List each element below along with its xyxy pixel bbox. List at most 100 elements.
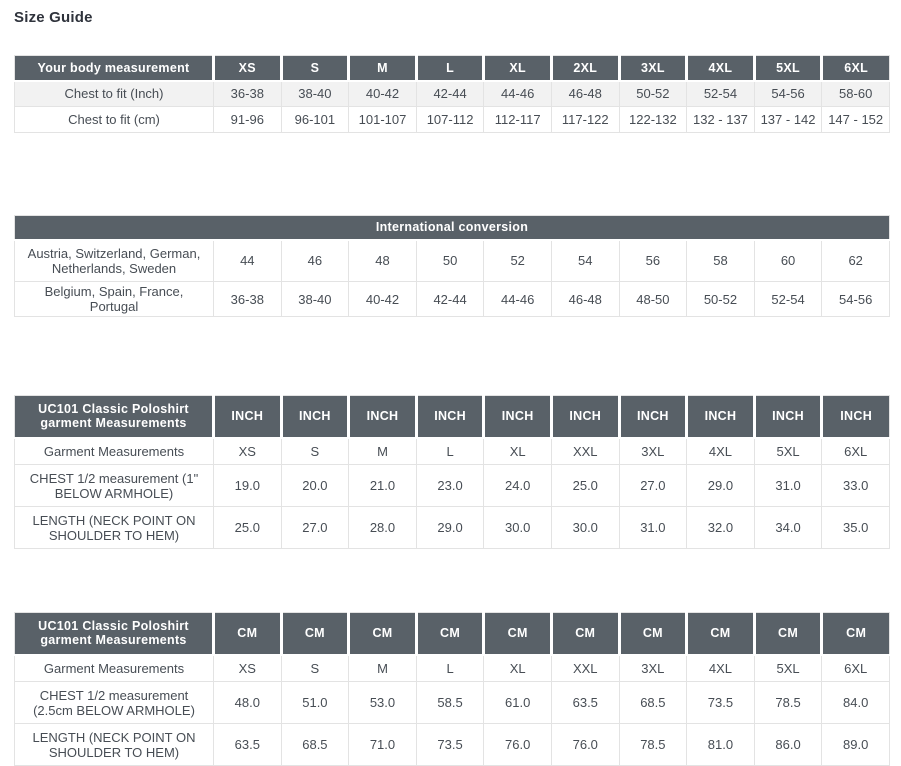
cell-value: 46-48 [550,80,620,107]
cell-value: 78.5 [618,723,688,766]
table-row: Chest to fit (cm) 91-96 96-101 101-107 107-1… [14,106,890,133]
cell-value: 51.0 [280,681,350,724]
cell-value: 21.0 [348,464,417,507]
table-row: Garment Measurements XS S M L XL XXL 3XL 4XL 5XL 6… [14,654,890,682]
cell-value: 32.0 [686,506,755,549]
cell-value: 137 - 142 [753,106,823,133]
cell-value: XL [483,654,552,682]
column-header: INCH [414,395,484,439]
cell-value: 53.0 [348,681,417,724]
cell-value: 25.0 [213,506,282,549]
row-label: LENGTH (NECK POINT ON SHOULDER TO HEM) [14,723,214,766]
column-header: INCH [549,395,620,439]
cell-value: 42-44 [415,80,485,107]
cell-value: 54 [550,239,620,282]
cell-value: 71.0 [348,723,417,766]
cell-value: 27.0 [618,464,688,507]
cell-value: 4XL [686,437,755,465]
cell-value: 44 [213,239,282,282]
table-title-cell: UC101 Classic Poloshirt garment Measurem… [14,612,214,656]
cell-value: 4XL [686,654,755,682]
column-header: XS [212,55,282,82]
international-conversion-table: International conversion Austria, Switzer… [14,215,890,317]
cell-value: 78.5 [753,681,823,724]
cell-value: 60 [753,239,823,282]
column-header: S [279,55,349,82]
cell-value: 76.0 [550,723,620,766]
cell-value: 48.0 [213,681,282,724]
cell-value: XS [213,654,282,682]
column-header: CM [347,612,417,656]
row-label: CHEST 1/2 measurement (1" BELOW ARMHOLE) [14,464,214,507]
row-label: CHEST 1/2 measurement (2.5cm BELOW ARMHO… [14,681,214,724]
cell-value: 29.0 [686,464,755,507]
cell-value: 76.0 [483,723,552,766]
cell-value: 52-54 [686,80,755,107]
cell-value: 56 [618,239,688,282]
row-label: Garment Measurements [14,437,214,465]
column-header: XL [482,55,552,82]
table-header-row: International conversion [14,215,890,241]
column-header: L [414,55,484,82]
column-header: INCH [685,395,755,439]
table-title-cell: Your body measurement [14,55,214,82]
table-row: Belgium, Spain, France, Portugal 36-38 38-… [14,281,890,317]
table-row: CHEST 1/2 measurement (1" BELOW ARMHOLE)… [14,464,890,507]
cell-value: 63.5 [550,681,620,724]
table-row: Austria, Switzerland, German, Netherland… [14,239,890,282]
cell-value: 52 [483,239,552,282]
cell-value: 50-52 [686,281,755,317]
cell-value: 6XL [821,654,890,682]
column-header: INCH [212,395,282,439]
cell-value: 62 [821,239,890,282]
column-header: 4XL [685,55,755,82]
column-header: 6XL [820,55,890,82]
cell-value: 44-46 [483,281,552,317]
cell-value: XXL [550,654,620,682]
table-row: LENGTH (NECK POINT ON SHOULDER TO HEM) 63… [14,723,890,766]
cell-value: 34.0 [753,506,823,549]
column-header: M [347,55,417,82]
cell-value: 96-101 [280,106,350,133]
column-header: CM [752,612,822,656]
cell-value: 147 - 152 [821,106,890,133]
column-header: CM [279,612,349,656]
cell-value: L [415,437,485,465]
cell-value: 46 [280,239,350,282]
cell-value: 54-56 [821,281,890,317]
column-header: INCH [820,395,890,439]
column-header: CM [414,612,484,656]
cell-value: 33.0 [821,464,890,507]
body-measurement-table: Your body measurement XS S M L XL 2XL 3XL 4XL 5XL… [14,55,890,133]
cell-value: 31.0 [618,506,688,549]
cell-value: 44-46 [483,80,552,107]
cell-value: 36-38 [213,281,282,317]
cell-value: 6XL [821,437,890,465]
cell-value: XL [483,437,552,465]
cell-value: 36-38 [213,80,282,107]
table-title-cell: International conversion [14,215,890,241]
cell-value: 58-60 [821,80,890,107]
column-header: CM [482,612,552,656]
cell-value: 5XL [753,654,823,682]
table-row: Chest to fit (Inch) 36-38 38-40 40-42 42-44 4… [14,80,890,107]
table-header-row: Your body measurement XS S M L XL 2XL 3XL 4XL 5XL… [14,55,890,82]
table-title-cell: UC101 Classic Poloshirt garment Measurem… [14,395,214,439]
cell-value: 40-42 [348,281,417,317]
cell-value: 3XL [618,437,688,465]
cell-value: 28.0 [348,506,417,549]
cell-value: 35.0 [821,506,890,549]
cell-value: 58.5 [415,681,485,724]
cell-value: 20.0 [280,464,350,507]
row-label: Garment Measurements [14,654,214,682]
cell-value: 117-122 [550,106,620,133]
cell-value: 89.0 [821,723,890,766]
cell-value: 24.0 [483,464,552,507]
cell-value: 29.0 [415,506,485,549]
column-header: CM [212,612,282,656]
cell-value: XS [213,437,282,465]
column-header: INCH [279,395,349,439]
table-row: Garment Measurements XS S M L XL XXL 3XL 4XL 5XL 6… [14,437,890,465]
cell-value: 25.0 [550,464,620,507]
cell-value: 46-48 [550,281,620,317]
